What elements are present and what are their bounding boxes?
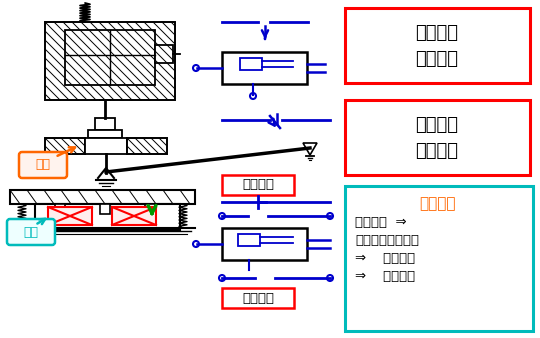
Bar (127, 138, 167, 154)
Bar (48, 207, 92, 225)
Text: 常开触头: 常开触头 (242, 291, 274, 305)
FancyBboxPatch shape (7, 219, 55, 245)
Circle shape (193, 241, 199, 247)
Bar (222, 175, 294, 195)
Text: 常闭触头: 常闭触头 (242, 178, 274, 192)
Bar (45, 22, 175, 100)
Bar (45, 138, 85, 154)
Text: ⇒    连杆动作: ⇒ 连杆动作 (355, 251, 415, 265)
Text: 常开触头
延时闭合: 常开触头 延时闭合 (415, 24, 458, 68)
Circle shape (219, 275, 225, 281)
Bar (65, 30, 155, 85)
Bar (345, 186, 533, 331)
Circle shape (250, 93, 256, 99)
Text: 线圈: 线圈 (24, 225, 38, 239)
Circle shape (327, 213, 333, 219)
Bar (240, 58, 262, 70)
Bar (345, 100, 530, 175)
Text: 线圈通电  ⇒: 线圈通电 ⇒ (355, 216, 407, 228)
Text: 动作过程: 动作过程 (418, 196, 455, 212)
Bar (55, 204, 65, 214)
Bar (222, 52, 307, 84)
Text: 衔铁: 衔铁 (36, 159, 51, 171)
Bar (88, 130, 122, 138)
Bar (145, 204, 155, 214)
Circle shape (193, 65, 199, 71)
Circle shape (219, 213, 225, 219)
Bar (35, 204, 180, 230)
Bar (95, 118, 115, 130)
Bar (112, 207, 156, 225)
Bar (10, 190, 195, 204)
Circle shape (327, 275, 333, 281)
Polygon shape (303, 143, 317, 155)
Bar (222, 228, 307, 260)
FancyBboxPatch shape (19, 152, 67, 178)
Text: 衔铁吸合（向下）: 衔铁吸合（向下） (355, 234, 419, 246)
Bar (345, 8, 530, 83)
Bar (238, 234, 260, 246)
Bar (222, 288, 294, 308)
Text: 常闭触头
延时打开: 常闭触头 延时打开 (415, 116, 458, 160)
Text: ⇒    触头动作: ⇒ 触头动作 (355, 269, 415, 283)
Bar (100, 204, 110, 214)
Bar (155, 45, 173, 63)
Bar (85, 138, 127, 154)
